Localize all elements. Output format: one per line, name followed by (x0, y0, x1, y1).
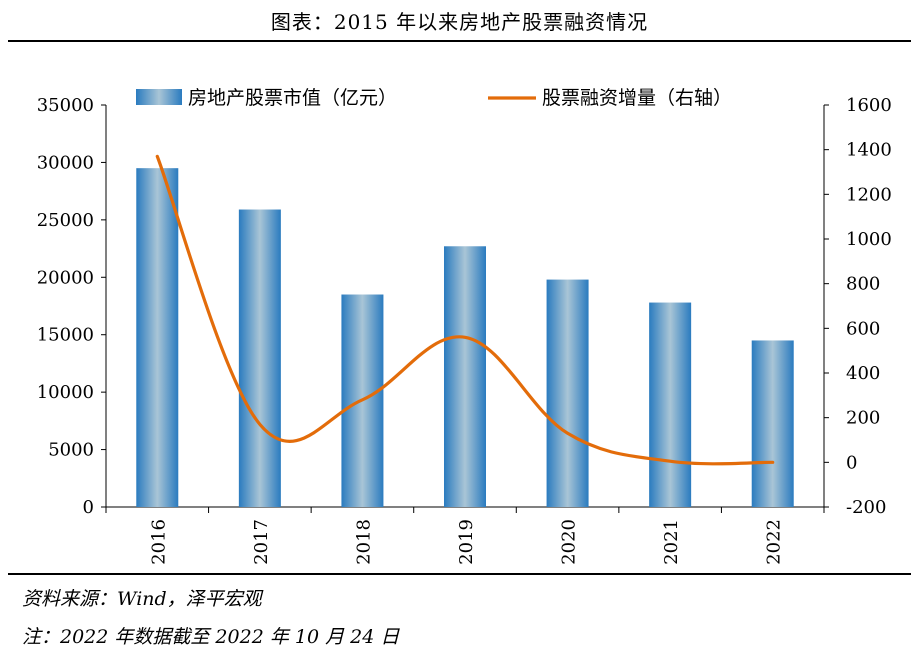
line-series (155, 154, 775, 466)
x-axis-tick-label: 2017 (251, 519, 272, 565)
bar (136, 168, 179, 507)
x-axis-tick-label: 2020 (559, 519, 580, 565)
right-axis-tick-label: -200 (846, 497, 886, 518)
left-axis-tick-label: 20000 (37, 267, 94, 288)
x-axis-tick-label: 2016 (148, 519, 169, 565)
legend-bar-swatch (136, 89, 182, 105)
left-axis-tick-label: 25000 (37, 210, 94, 231)
source-note: 资料来源：Wind，泽平宏观 (22, 588, 262, 610)
bar (444, 246, 486, 507)
legend: 房地产股票市值（亿元） 股票融资增量（右轴） (136, 87, 732, 109)
bar (649, 302, 692, 507)
bar (238, 209, 281, 507)
right-axis-tick-label: 1200 (846, 184, 892, 205)
right-axis-tick-label: 600 (846, 318, 880, 339)
top-rule (8, 40, 911, 42)
left-axis-tick-label: 30000 (37, 152, 94, 173)
line-path (155, 154, 775, 466)
x-axis-tick-label: 2019 (456, 519, 477, 565)
bar (751, 340, 794, 507)
x-axis-tick-label: 2022 (764, 519, 785, 565)
chart-title: 图表：2015 年以来房地产股票融资情况 (270, 10, 649, 34)
legend-bar-label: 房地产股票市值（亿元） (188, 87, 397, 109)
x-axis-tick-label: 2018 (353, 519, 374, 565)
left-axis-tick-label: 35000 (37, 95, 94, 116)
legend-line-label: 股票融资增量（右轴） (542, 87, 732, 109)
left-axis-tick-label: 0 (83, 497, 94, 518)
left-axis-tick-label: 5000 (48, 440, 94, 461)
right-axis-tick-label: 1400 (846, 140, 892, 161)
bottom-rule (8, 573, 911, 575)
right-axis-tick-label: 0 (846, 452, 857, 473)
chart-canvas: 0 5000 10000 15000 20000 25000 30000 35000 -200 0… (37, 87, 892, 565)
right-axis-tick-label: 1600 (846, 95, 892, 116)
axes: 0 5000 10000 15000 20000 25000 30000 35000 -200 0… (37, 95, 892, 565)
left-axis-tick-label: 15000 (37, 325, 94, 346)
right-axis-tick-label: 800 (846, 274, 880, 295)
bar (546, 279, 589, 507)
x-axis-tick-label: 2021 (661, 519, 682, 565)
right-axis-tick-label: 400 (846, 363, 880, 384)
right-axis-tick-label: 1000 (846, 229, 892, 250)
right-axis-tick-label: 200 (846, 408, 880, 429)
bar-series (136, 168, 794, 507)
date-note: 注：2022 年数据截至 2022 年 10 月 24 日 (22, 626, 400, 648)
left-axis-tick-label: 10000 (37, 382, 94, 403)
